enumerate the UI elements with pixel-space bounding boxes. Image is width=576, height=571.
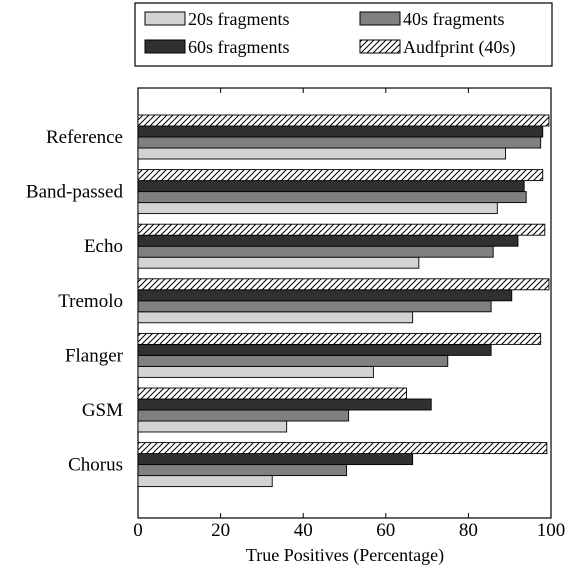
x-tick-label: 100 [537,520,566,541]
category-label-flanger: Flanger [65,345,124,366]
bar-flanger-60s-fragments [137,343,492,356]
legend: 20s fragments 40s fragments 60s fragments A… [134,2,553,67]
category-label-reference: Reference [46,127,123,148]
bar-gsm-40s-fragments [137,409,350,422]
bar-band-passed-60s-fragments [137,180,525,193]
bars-layer [137,114,550,488]
bar-flanger-20s-fragments [137,365,374,378]
bar-band-passed-audfprint-40s [137,169,544,182]
x-tick-label: 20 [211,520,230,541]
bar-echo-audfprint-40s [137,223,546,236]
category-label-chorus: Chorus [68,455,123,476]
category-label-band-passed: Band-passed [26,182,124,203]
bar-reference-60s-fragments [137,125,544,138]
category-label-echo: Echo [84,236,123,257]
bar-reference-20s-fragments [137,147,507,160]
bar-band-passed-40s-fragments [137,191,527,204]
bar-reference-audfprint-40s [137,114,550,127]
bar-flanger-40s-fragments [137,354,449,367]
x-axis-ticks: 0 20 40 60 80 100 [133,88,565,541]
x-axis-title: True Positives (Percentage) [246,545,444,566]
legend-swatch-20s-fragments [144,11,186,26]
bar-reference-40s-fragments [137,136,542,149]
bar-flanger-audfprint-40s [137,332,542,345]
category-labels: Reference Band-passed Echo Tremolo Flanger GS… [26,127,124,476]
bar-chorus-40s-fragments [137,464,348,477]
legend-swatch-60s-fragments [144,39,186,54]
legend-label-60s-fragments: 60s fragments [188,37,289,57]
bar-echo-40s-fragments [137,245,494,258]
bar-gsm-20s-fragments [137,420,288,433]
x-tick-label: 40 [294,520,313,541]
bar-tremolo-60s-fragments [137,289,513,302]
bar-gsm-audfprint-40s [137,387,407,400]
bar-chorus-audfprint-40s [137,442,548,455]
bar-band-passed-20s-fragments [137,202,498,215]
bar-tremolo-40s-fragments [137,300,492,313]
x-tick-label: 60 [376,520,395,541]
bar-echo-60s-fragments [137,234,519,247]
legend-swatch-audfprint-40s [359,39,401,54]
bar-echo-20s-fragments [137,256,420,269]
x-tick-label: 0 [133,520,143,541]
x-tick-label: 80 [459,520,478,541]
category-label-tremolo: Tremolo [58,291,123,312]
legend-label-audfprint-40s: Audfprint (40s) [403,37,515,58]
legend-swatch-40s-fragments [359,11,401,26]
bar-gsm-60s-fragments [137,398,432,411]
legend-frame [134,2,553,67]
bar-tremolo-audfprint-40s [137,278,550,291]
bar-tremolo-20s-fragments [137,311,414,324]
legend-label-40s-fragments: 40s fragments [403,9,504,29]
category-label-gsm: GSM [82,400,123,421]
bar-chorus-60s-fragments [137,453,414,466]
legend-label-20s-fragments: 20s fragments [188,9,289,29]
bar-chorus-20s-fragments [137,475,273,488]
